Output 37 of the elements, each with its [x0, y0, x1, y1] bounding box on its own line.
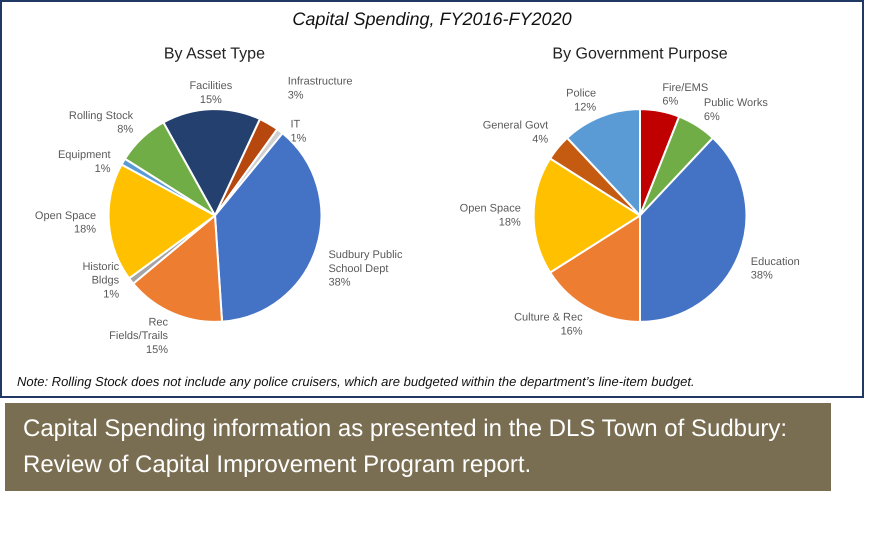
data-label: 12%	[574, 101, 596, 114]
data-label: 38%	[750, 269, 774, 282]
slice-label: Historic Bldgs	[82, 260, 120, 286]
data-label: 18%	[74, 223, 96, 236]
data-label: 6%	[662, 95, 678, 108]
data-label: 15%	[200, 93, 222, 106]
data-label: 1%	[94, 162, 111, 175]
data-label: 38%	[328, 276, 351, 288]
text: Note: Rolling Stock does not include any police cruisers, which are budgeted within the department’s line-item budget.	[17, 372, 695, 391]
slice-label: Public Works	[704, 96, 768, 109]
slice-label: Rolling Stock	[68, 110, 134, 122]
chart-title: By Asset Type	[164, 45, 266, 62]
slice-label: Rec Fields/Trails	[109, 316, 169, 342]
slice-label: Fire/EMS	[662, 82, 708, 94]
data-label: 16%	[560, 325, 583, 338]
slice-label: IT	[290, 118, 300, 130]
data-label: 4%	[532, 133, 548, 146]
data-label: 3%	[288, 89, 304, 102]
slice-label: Equipment	[58, 148, 111, 161]
chart-title: By Government Purpose	[552, 45, 728, 62]
text: Capital Spending, FY2016-FY2020	[292, 8, 572, 31]
slice-label: Police	[566, 87, 596, 100]
data-label: 6%	[704, 110, 720, 123]
data-label: 8%	[117, 123, 134, 136]
slice-label: General Govt	[482, 119, 548, 132]
slice-label: Open Space	[34, 210, 96, 222]
slice-label: Infrastructure	[288, 75, 353, 88]
text: Capital Spending information as presented in the DLS Town of Sudbury: Review of Capital Improvement Program report.	[23, 414, 788, 480]
data-label: 1%	[103, 288, 120, 300]
data-label: 1%	[290, 132, 307, 144]
slice-label: Education	[750, 256, 800, 268]
data-label: 18%	[498, 216, 522, 228]
data-label: 15%	[146, 344, 168, 356]
slice-label: Culture & Rec	[514, 311, 584, 324]
slice-label: Open Space	[460, 202, 521, 214]
slice-label: Facilities	[189, 80, 233, 92]
slice-label: Sudbury Public School Dept	[328, 248, 403, 275]
